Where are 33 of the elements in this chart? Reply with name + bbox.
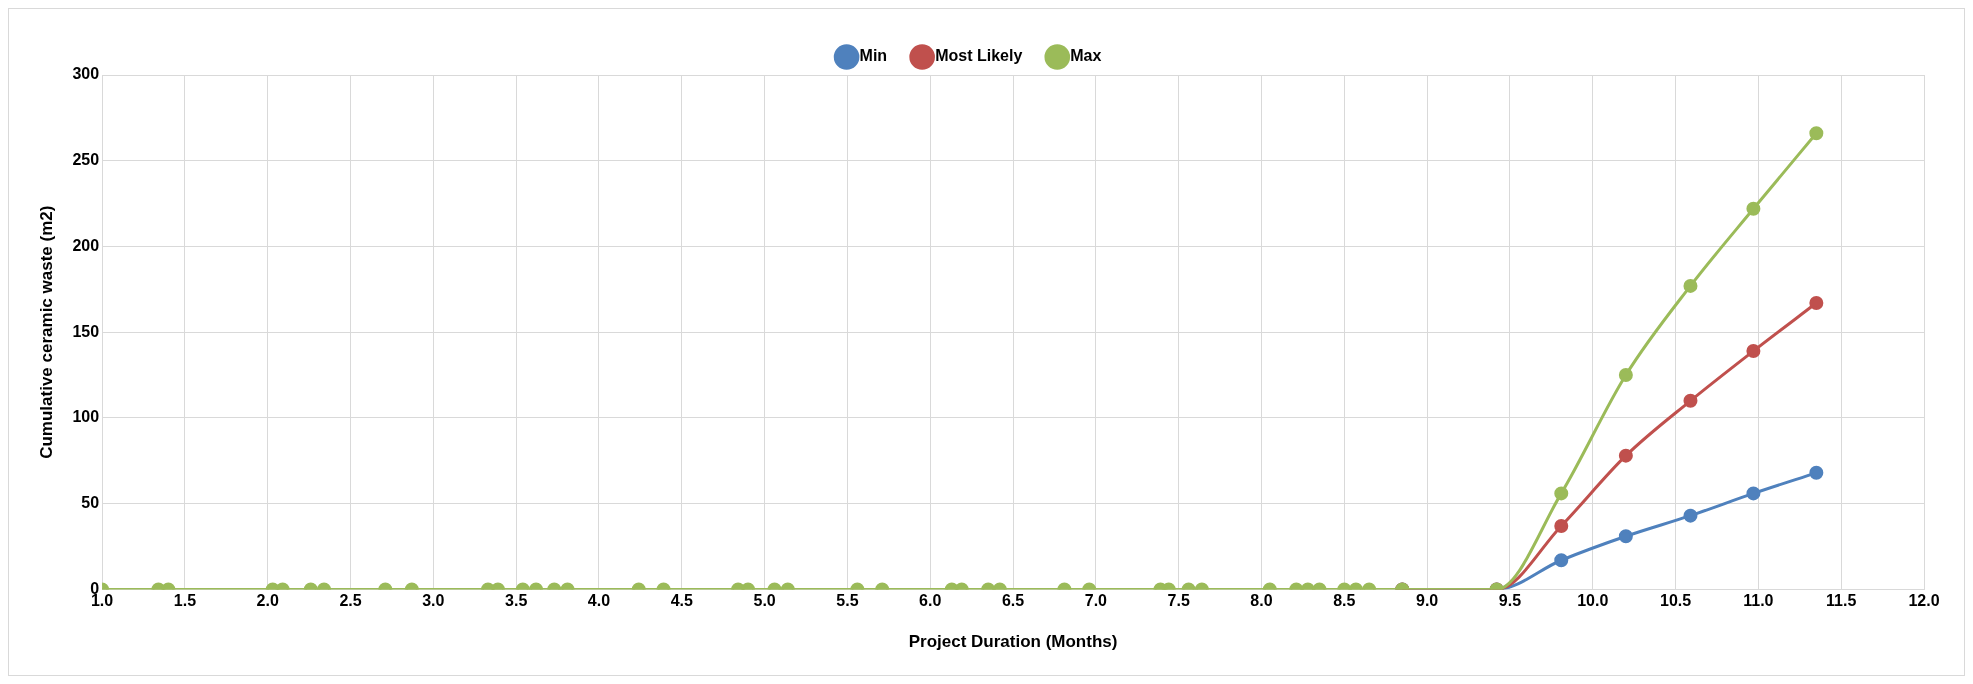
x-tick-label: 6.5 bbox=[1001, 592, 1025, 610]
legend-label: Max bbox=[1070, 47, 1102, 65]
x-tick-label: 10.0 bbox=[1577, 592, 1609, 610]
x-tick-label: 3.0 bbox=[422, 592, 445, 610]
x-tick-label: 11.0 bbox=[1743, 592, 1774, 610]
x-tick-label: 8.5 bbox=[1333, 592, 1356, 610]
legend-label: Min bbox=[859, 47, 888, 65]
x-tick-label: 4.5 bbox=[670, 592, 694, 610]
y-tick-label: 50 bbox=[81, 494, 100, 512]
y-axis-title: Cumulative ceramic waste (m2) bbox=[36, 205, 56, 459]
legend-label: Most Likely bbox=[935, 47, 1023, 65]
x-tick-label: 7.0 bbox=[1084, 592, 1108, 610]
x-tick-label: 5.0 bbox=[753, 592, 776, 610]
y-tick-label: 200 bbox=[72, 236, 100, 254]
x-tick-label: 7.5 bbox=[1167, 592, 1190, 610]
x-tick-label: 10.5 bbox=[1659, 592, 1692, 610]
x-tick-label: 6.0 bbox=[919, 592, 942, 610]
x-tick-label: 11.5 bbox=[1826, 592, 1857, 610]
y-tick-label: 250 bbox=[72, 151, 100, 169]
y-tick-label: 300 bbox=[72, 65, 100, 83]
x-tick-label: 9.5 bbox=[1498, 592, 1522, 610]
x-tick-label: 1.5 bbox=[173, 592, 197, 610]
x-tick-label: 2.5 bbox=[339, 592, 362, 610]
x-tick-label: 3.5 bbox=[505, 592, 528, 610]
y-tick-label: 100 bbox=[72, 408, 100, 426]
x-tick-label: 2.0 bbox=[256, 592, 279, 610]
y-tick-label: 150 bbox=[72, 322, 100, 340]
x-axis-title: Project Duration (Months) bbox=[908, 632, 1118, 652]
x-tick-label: 8.0 bbox=[1250, 592, 1273, 610]
x-tick-label: 4.0 bbox=[587, 592, 611, 610]
x-tick-label: 9.0 bbox=[1415, 592, 1439, 610]
x-tick-label: 12.0 bbox=[1908, 592, 1940, 610]
x-tick-label: 5.5 bbox=[836, 592, 859, 610]
